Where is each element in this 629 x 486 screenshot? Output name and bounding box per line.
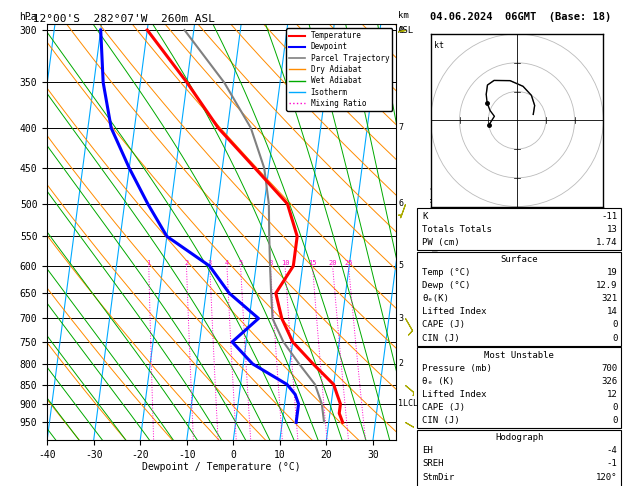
Text: 8: 8 [268,260,272,266]
Text: θₑ (K): θₑ (K) [422,377,454,386]
Text: Surface: Surface [501,255,538,264]
Text: Pressure (mb): Pressure (mb) [422,364,492,373]
Text: Lifted Index: Lifted Index [422,390,487,399]
Text: -4: -4 [607,446,618,455]
Text: © weatheronline.co.uk: © weatheronline.co.uk [469,471,573,480]
Text: 6: 6 [398,199,403,208]
Text: CAPE (J): CAPE (J) [422,403,465,412]
Text: -12°00'S  282°07'W  260m ASL: -12°00'S 282°07'W 260m ASL [26,14,215,23]
Text: 0: 0 [612,403,618,412]
Text: θₑ(K): θₑ(K) [422,294,449,303]
Text: 2: 2 [398,359,403,368]
Text: 321: 321 [601,294,618,303]
Text: 25: 25 [344,260,353,266]
Text: Totals Totals: Totals Totals [422,225,492,234]
Text: K: K [422,211,428,221]
Text: Dewp (°C): Dewp (°C) [422,281,470,290]
Text: 5: 5 [398,261,403,270]
Text: 120°: 120° [596,472,618,482]
Text: StmDir: StmDir [422,472,454,482]
Text: 2: 2 [184,260,189,266]
Text: 19: 19 [607,268,618,277]
X-axis label: Dewpoint / Temperature (°C): Dewpoint / Temperature (°C) [142,462,301,472]
Text: 0: 0 [612,333,618,343]
Text: -11: -11 [601,211,618,221]
Text: SREH: SREH [422,459,443,469]
Text: 700: 700 [601,364,618,373]
Text: 15: 15 [308,260,317,266]
Text: 20: 20 [328,260,337,266]
Text: 3: 3 [208,260,212,266]
Text: Lifted Index: Lifted Index [422,307,487,316]
Text: 1.74: 1.74 [596,238,618,247]
Text: Mixing Ratio (g/kg): Mixing Ratio (g/kg) [431,185,440,279]
Text: Most Unstable: Most Unstable [484,350,554,360]
Text: 13: 13 [607,225,618,234]
Text: kt: kt [434,41,444,50]
Text: 5: 5 [238,260,243,266]
Text: 0: 0 [612,416,618,425]
Text: 3: 3 [398,314,403,323]
Text: CAPE (J): CAPE (J) [422,320,465,330]
Text: CIN (J): CIN (J) [422,416,460,425]
Text: hPa: hPa [19,12,37,22]
Text: km: km [398,11,409,20]
Text: 4: 4 [225,260,229,266]
Text: 9: 9 [398,26,403,35]
Text: 04.06.2024  06GMT  (Base: 18): 04.06.2024 06GMT (Base: 18) [430,12,611,22]
Text: Hodograph: Hodograph [495,433,543,442]
Text: 1: 1 [147,260,151,266]
Text: PW (cm): PW (cm) [422,238,460,247]
Text: ASL: ASL [398,26,414,35]
Text: -1: -1 [607,459,618,469]
Text: 1LCL: 1LCL [398,399,418,408]
Text: CIN (J): CIN (J) [422,333,460,343]
Text: 14: 14 [607,307,618,316]
Text: 0: 0 [612,320,618,330]
Text: 12: 12 [607,390,618,399]
Text: 12.9: 12.9 [596,281,618,290]
Text: EH: EH [422,446,433,455]
Text: 7: 7 [398,123,403,133]
Text: 10: 10 [281,260,289,266]
Legend: Temperature, Dewpoint, Parcel Trajectory, Dry Adiabat, Wet Adiabat, Isotherm, Mi: Temperature, Dewpoint, Parcel Trajectory… [286,28,392,111]
Text: 326: 326 [601,377,618,386]
Text: Temp (°C): Temp (°C) [422,268,470,277]
